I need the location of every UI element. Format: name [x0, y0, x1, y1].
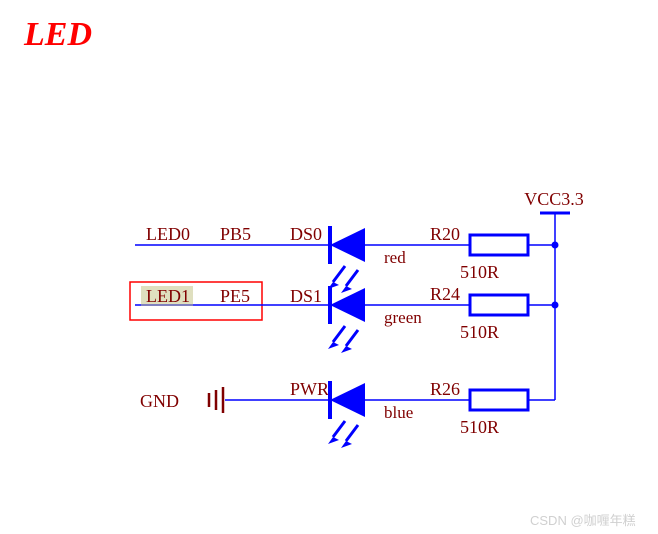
led-color-blue: blue — [384, 403, 413, 422]
row-pwr: GND PWR blue R26 510R — [140, 379, 555, 448]
junction-dot — [552, 302, 559, 309]
pin-label-pb5: PB5 — [220, 224, 251, 244]
row-led1: LED1 PE5 DS1 green R24 510R — [130, 282, 559, 353]
net-label-led1: LED1 — [146, 286, 190, 306]
resistor-val-r24: 510R — [460, 322, 499, 342]
led-color-green: green — [384, 308, 422, 327]
vcc-node: VCC3.3 — [524, 189, 584, 245]
net-label-led0: LED0 — [146, 224, 190, 244]
led-ds0-icon — [325, 226, 420, 293]
gnd-label: GND — [140, 391, 179, 411]
resistor-val-r26: 510R — [460, 417, 499, 437]
vcc-label: VCC3.3 — [524, 189, 584, 209]
designator-ds1: DS1 — [290, 286, 322, 306]
schematic-canvas: VCC3.3 LED0 PB5 DS0 red R20 510R — [0, 0, 658, 534]
designator-pwr: PWR — [290, 379, 329, 399]
pin-label-pe5: PE5 — [220, 286, 250, 306]
resistor-ref-r20: R20 — [430, 224, 460, 244]
led-color-red: red — [384, 248, 406, 267]
watermark: CSDN @咖喱年糕 — [530, 510, 636, 529]
resistor-ref-r26: R26 — [430, 379, 460, 399]
resistor-val-r20: 510R — [460, 262, 499, 282]
designator-ds0: DS0 — [290, 224, 322, 244]
resistor-ref-r24: R24 — [430, 284, 460, 304]
junction-dot — [552, 242, 559, 249]
